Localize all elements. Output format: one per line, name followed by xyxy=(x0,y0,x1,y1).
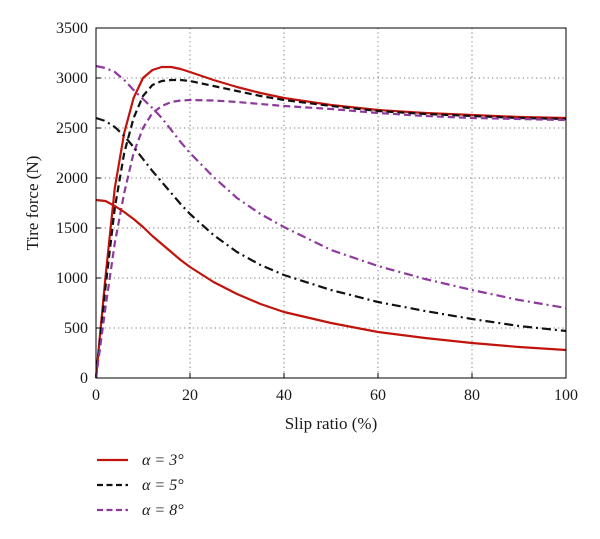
y-tick-label: 3000 xyxy=(56,70,88,87)
plot-frame xyxy=(95,27,567,379)
grid-layer xyxy=(96,28,566,378)
series-line-lateral xyxy=(95,198,567,352)
y-tick-label: 2500 xyxy=(56,120,88,137)
series-line-longitudinal xyxy=(94,98,567,379)
y-tick-label: 500 xyxy=(64,320,88,337)
x-tick-label: 20 xyxy=(182,387,198,404)
series-line-longitudinal xyxy=(94,78,567,379)
y-tick-label: 1000 xyxy=(56,270,88,287)
x-tick-label: 80 xyxy=(464,387,480,404)
x-tick-label: 40 xyxy=(276,387,292,404)
series-layer xyxy=(94,64,567,379)
series-line-lateral xyxy=(95,116,567,333)
legend-label: α = 3° xyxy=(142,452,184,469)
y-tick-label: 2000 xyxy=(56,170,88,187)
x-axis-title: Slip ratio (%) xyxy=(285,414,378,433)
legend-label: α = 5° xyxy=(142,477,184,494)
x-tick-label: 0 xyxy=(92,387,100,404)
series-line-longitudinal xyxy=(94,65,567,379)
y-tick-label: 3500 xyxy=(56,20,88,37)
y-tick-label: 0 xyxy=(80,370,88,387)
series-line-lateral xyxy=(95,64,567,310)
x-tick-label: 60 xyxy=(370,387,386,404)
legend: α = 3° α = 5° α = 8° xyxy=(97,452,184,519)
y-axis-title: Tire force (N) xyxy=(23,156,42,251)
legend-label: α = 8° xyxy=(142,502,184,519)
y-tick-label: 1500 xyxy=(56,220,88,237)
x-tick-label: 100 xyxy=(554,387,578,404)
